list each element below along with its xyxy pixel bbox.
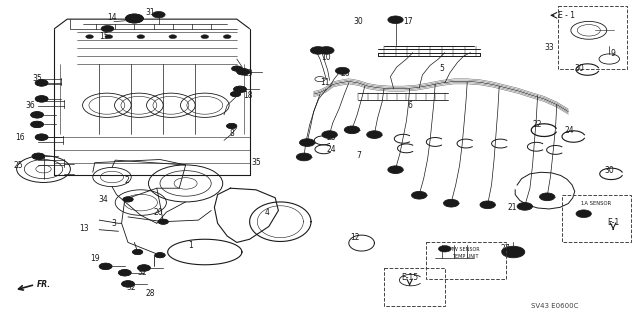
Text: 1: 1 xyxy=(188,241,193,250)
Text: 17: 17 xyxy=(403,17,413,26)
Text: 25: 25 xyxy=(13,161,23,170)
Text: 36: 36 xyxy=(26,101,36,110)
Text: 11: 11 xyxy=(321,78,330,87)
Circle shape xyxy=(230,92,241,97)
Text: 6: 6 xyxy=(407,101,412,110)
Text: 22: 22 xyxy=(533,120,542,129)
Circle shape xyxy=(35,134,48,140)
Text: 23: 23 xyxy=(326,133,337,142)
Circle shape xyxy=(152,11,165,18)
Circle shape xyxy=(480,201,495,209)
Circle shape xyxy=(232,66,242,71)
Text: 30: 30 xyxy=(604,166,614,175)
Text: 33: 33 xyxy=(544,43,554,52)
Circle shape xyxy=(137,35,145,39)
Circle shape xyxy=(101,26,114,32)
Text: 29: 29 xyxy=(243,69,253,78)
Circle shape xyxy=(444,199,459,207)
Circle shape xyxy=(138,265,150,271)
Circle shape xyxy=(335,67,349,74)
Text: 20: 20 xyxy=(154,208,164,217)
Bar xyxy=(384,268,445,306)
Text: 21: 21 xyxy=(508,203,516,212)
Text: 2: 2 xyxy=(124,176,129,185)
Circle shape xyxy=(237,69,250,75)
Circle shape xyxy=(31,121,44,128)
Text: 32: 32 xyxy=(137,268,147,277)
Text: 35: 35 xyxy=(32,74,42,83)
Circle shape xyxy=(122,281,134,287)
Text: 30: 30 xyxy=(574,64,584,73)
Circle shape xyxy=(125,14,143,23)
Text: 9: 9 xyxy=(611,49,616,58)
Circle shape xyxy=(310,47,326,54)
Text: 15: 15 xyxy=(99,32,109,41)
Circle shape xyxy=(99,263,112,270)
Circle shape xyxy=(227,123,237,129)
Text: E-1: E-1 xyxy=(607,218,620,227)
Circle shape xyxy=(86,35,93,39)
Text: 10: 10 xyxy=(321,53,332,62)
Circle shape xyxy=(540,193,555,201)
Bar xyxy=(562,195,631,242)
Text: SV43 E0600C: SV43 E0600C xyxy=(531,303,579,309)
Text: 32: 32 xyxy=(126,283,136,292)
Text: 1A SENSOR: 1A SENSOR xyxy=(581,201,612,206)
Circle shape xyxy=(576,210,591,218)
Text: TW SENSOR
TEMP UNIT: TW SENSOR TEMP UNIT xyxy=(451,247,480,259)
Text: 35: 35 xyxy=(251,158,261,167)
Text: 8: 8 xyxy=(229,130,234,138)
Circle shape xyxy=(319,47,334,54)
Bar xyxy=(426,242,506,279)
Circle shape xyxy=(502,246,525,258)
Text: 19: 19 xyxy=(90,254,100,263)
Bar xyxy=(558,6,627,69)
Circle shape xyxy=(132,249,143,255)
Text: 7: 7 xyxy=(356,151,361,160)
Circle shape xyxy=(105,35,113,39)
Circle shape xyxy=(388,166,403,174)
Text: 34: 34 xyxy=(99,195,109,204)
Circle shape xyxy=(367,131,382,138)
Text: 14: 14 xyxy=(107,13,117,22)
Text: E - 1: E - 1 xyxy=(558,11,575,20)
Circle shape xyxy=(322,131,337,138)
Circle shape xyxy=(118,270,131,276)
Text: 4: 4 xyxy=(265,208,270,217)
Circle shape xyxy=(123,197,133,202)
Text: 12: 12 xyxy=(351,233,360,242)
Text: 16: 16 xyxy=(15,133,26,142)
Circle shape xyxy=(296,153,312,161)
Text: E-15: E-15 xyxy=(401,273,418,282)
Text: 3: 3 xyxy=(111,219,116,228)
Circle shape xyxy=(388,16,403,24)
Text: 13: 13 xyxy=(79,224,90,233)
Circle shape xyxy=(344,126,360,134)
Circle shape xyxy=(412,191,427,199)
Text: FR.: FR. xyxy=(37,280,51,289)
Text: 28: 28 xyxy=(146,289,155,298)
Circle shape xyxy=(517,203,532,210)
Text: 24: 24 xyxy=(564,126,575,135)
Circle shape xyxy=(300,139,315,146)
Text: 31: 31 xyxy=(145,8,156,17)
Text: 27: 27 xyxy=(500,244,511,253)
Circle shape xyxy=(223,35,231,39)
Circle shape xyxy=(201,35,209,39)
Circle shape xyxy=(234,86,246,93)
Circle shape xyxy=(155,253,165,258)
Circle shape xyxy=(31,112,44,118)
Text: 26: 26 xyxy=(340,69,351,78)
Text: 18: 18 xyxy=(244,91,253,100)
Circle shape xyxy=(35,96,48,102)
Circle shape xyxy=(32,153,45,160)
Text: 24: 24 xyxy=(326,145,337,154)
Circle shape xyxy=(438,246,451,252)
Circle shape xyxy=(158,219,168,224)
Text: 5: 5 xyxy=(439,64,444,73)
Text: 30: 30 xyxy=(353,17,364,26)
Circle shape xyxy=(169,35,177,39)
Circle shape xyxy=(35,80,48,86)
